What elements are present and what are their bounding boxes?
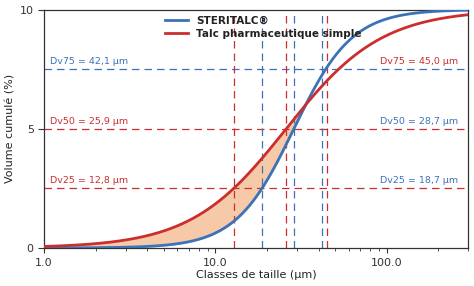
Text: Dv75 = 45,0 μm: Dv75 = 45,0 μm xyxy=(380,57,458,66)
Y-axis label: Volume cumulé (%): Volume cumulé (%) xyxy=(6,74,16,183)
X-axis label: Classes de taille (μm): Classes de taille (μm) xyxy=(196,271,317,281)
Text: Dv25 = 12,8 μm: Dv25 = 12,8 μm xyxy=(50,176,128,186)
Talc pharmaceutique simple xyxy=(184,220,190,223)
Talc pharmaceutique simple xyxy=(41,245,47,248)
STERITALC® xyxy=(465,8,471,12)
Text: Dv50 = 28,7 μm: Dv50 = 28,7 μm xyxy=(380,117,458,126)
Talc pharmaceutique simple xyxy=(113,240,118,243)
STERITALC® xyxy=(184,240,190,244)
Legend: STERITALC®, Talc pharmaceutique simple: STERITALC®, Talc pharmaceutique simple xyxy=(161,12,366,44)
Talc pharmaceutique simple xyxy=(98,241,103,245)
STERITALC® xyxy=(113,246,118,249)
Talc pharmaceutique simple xyxy=(225,192,231,195)
STERITALC® xyxy=(273,163,279,166)
Text: Dv50 = 25,9 μm: Dv50 = 25,9 μm xyxy=(50,117,128,126)
Talc pharmaceutique simple xyxy=(264,151,270,154)
Text: Dv25 = 18,7 μm: Dv25 = 18,7 μm xyxy=(380,176,458,186)
Line: STERITALC®: STERITALC® xyxy=(44,10,468,248)
STERITALC® xyxy=(41,246,47,250)
Talc pharmaceutique simple xyxy=(465,13,471,16)
STERITALC® xyxy=(225,224,231,227)
STERITALC® xyxy=(264,178,270,182)
Text: Dv75 = 42,1 μm: Dv75 = 42,1 μm xyxy=(50,57,128,66)
Line: Talc pharmaceutique simple: Talc pharmaceutique simple xyxy=(44,15,468,247)
STERITALC® xyxy=(98,246,103,249)
Talc pharmaceutique simple xyxy=(273,140,279,143)
